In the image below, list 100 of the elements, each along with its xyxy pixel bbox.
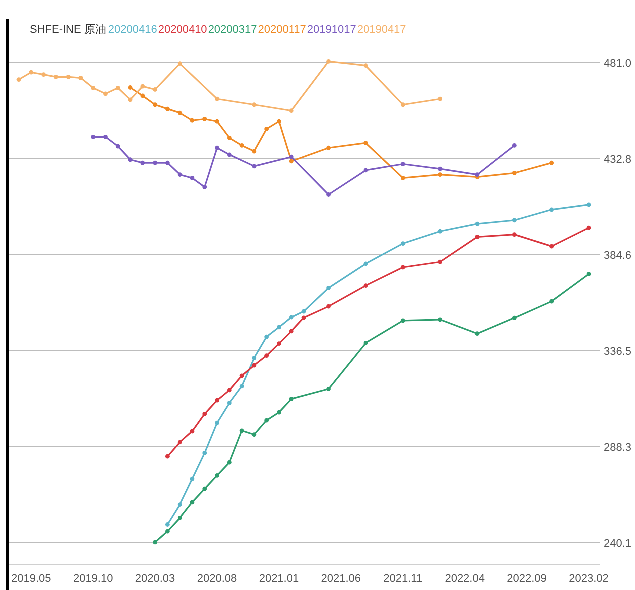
point: [16, 78, 22, 82]
point: [165, 160, 170, 166]
point: [364, 284, 368, 288]
y-tick-label: 240.1: [604, 538, 632, 550]
point: [140, 160, 146, 166]
point: [240, 428, 244, 434]
point: [438, 318, 443, 322]
point: [289, 154, 294, 160]
point: [252, 164, 257, 169]
point: [252, 356, 257, 360]
point: [227, 152, 232, 158]
point: [289, 329, 294, 334]
point: [153, 160, 158, 166]
point: [128, 158, 133, 162]
point: [277, 325, 282, 330]
point: [277, 119, 282, 124]
x-tick-label: 2021.11: [384, 573, 423, 585]
point: [475, 332, 480, 336]
point: [364, 140, 368, 146]
point: [400, 176, 406, 180]
point: [264, 418, 270, 423]
point: [302, 309, 306, 314]
point: [326, 387, 331, 392]
point: [289, 108, 294, 114]
point: [302, 316, 306, 320]
y-tick-label: 288.3: [604, 442, 632, 454]
point: [289, 315, 294, 320]
point: [29, 70, 34, 75]
point: [326, 286, 331, 290]
point: [475, 235, 480, 240]
y-tick-label: 384.6: [604, 250, 632, 262]
point: [178, 440, 182, 445]
point: [364, 262, 368, 266]
point: [140, 94, 146, 98]
x-tick-label: 2020.08: [197, 573, 238, 585]
point: [165, 522, 170, 527]
y-tick-label: 336.5: [604, 346, 632, 358]
point: [178, 172, 182, 178]
point: [104, 134, 108, 140]
point: [227, 460, 232, 465]
point: [289, 159, 294, 164]
point: [128, 86, 133, 90]
point: [252, 432, 257, 438]
point: [165, 106, 170, 112]
point: [240, 374, 244, 378]
point: [438, 229, 443, 234]
point: [586, 226, 592, 230]
point: [215, 96, 220, 102]
point: [400, 265, 406, 270]
point: [252, 363, 257, 368]
x-tick-label: 2021.01: [259, 573, 300, 585]
x-tick-label: 2022.04: [445, 573, 485, 585]
x-tick-label: 2020.03: [135, 573, 176, 585]
point: [326, 192, 331, 197]
point: [215, 474, 220, 478]
point: [277, 342, 282, 346]
point: [178, 62, 182, 66]
point: [438, 96, 443, 102]
point: [227, 388, 232, 393]
point: [91, 86, 96, 90]
point: [227, 400, 232, 406]
point: [202, 486, 208, 492]
point: [475, 172, 480, 178]
point: [550, 244, 554, 249]
point: [215, 119, 220, 124]
point: [190, 118, 195, 123]
point: [400, 318, 406, 324]
point: [153, 102, 158, 108]
point: [240, 144, 244, 148]
point: [54, 74, 58, 80]
point: [153, 88, 158, 92]
y-tick-label: 481.0: [604, 58, 632, 70]
point: [252, 149, 257, 154]
point: [326, 304, 331, 309]
x-tick-label: 2021.06: [321, 573, 362, 585]
point: [438, 260, 443, 264]
point: [190, 429, 195, 434]
point: [512, 218, 517, 223]
point: [116, 86, 120, 90]
point: [326, 59, 331, 64]
x-tick-label: 2019.10: [73, 573, 114, 585]
point: [400, 102, 406, 108]
point: [128, 98, 133, 102]
point: [91, 134, 96, 140]
point: [215, 420, 220, 426]
point: [400, 162, 406, 166]
point: [264, 126, 270, 132]
point: [550, 208, 554, 212]
point: [364, 64, 368, 68]
point: [153, 540, 158, 545]
point: [264, 334, 270, 340]
point: [178, 502, 182, 508]
point: [512, 144, 517, 148]
point: [512, 316, 517, 320]
point: [400, 242, 406, 246]
point: [190, 500, 195, 505]
point: [202, 412, 208, 416]
x-tick-label: 2019.05: [12, 573, 52, 585]
point: [66, 74, 71, 80]
point: [165, 529, 170, 534]
